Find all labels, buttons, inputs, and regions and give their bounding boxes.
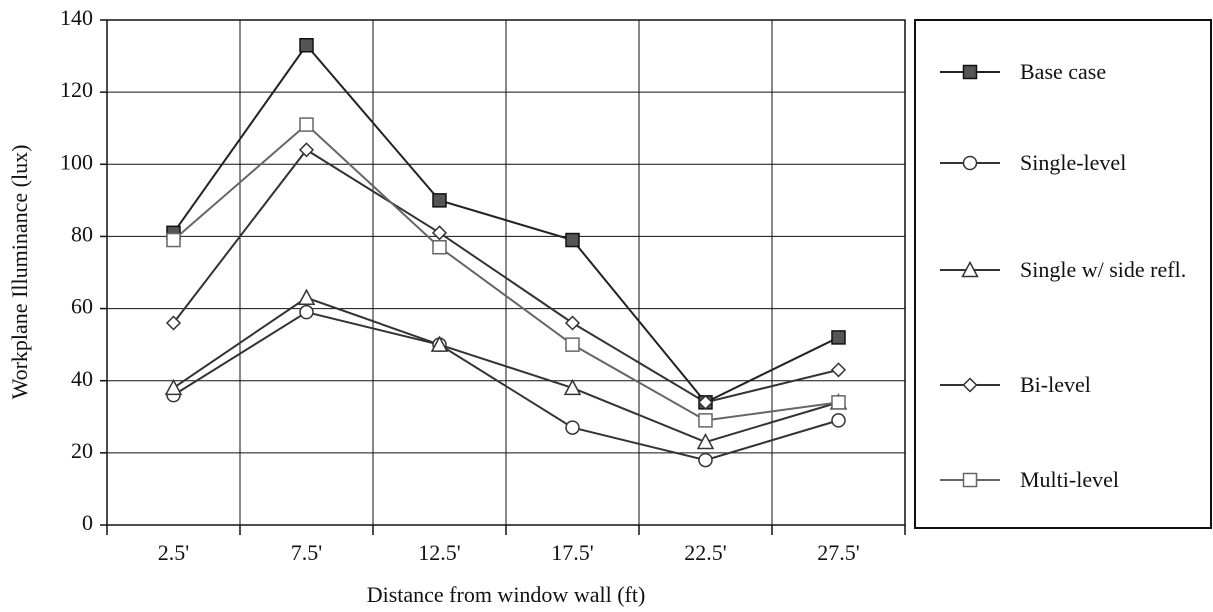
marker [432, 193, 447, 208]
x-tick-label: 12.5' [418, 540, 461, 565]
y-tick-label: 80 [71, 221, 93, 246]
marker [299, 304, 314, 320]
marker [165, 315, 182, 331]
series-line [172, 123, 839, 422]
marker [696, 432, 715, 450]
marker [166, 232, 181, 248]
legend-label: Bi-level [1020, 372, 1091, 397]
series-line [172, 148, 839, 404]
y-tick-label: 60 [71, 294, 93, 319]
y-tick-label: 140 [60, 5, 93, 30]
marker [431, 225, 448, 241]
marker [430, 335, 449, 352]
series-line [172, 296, 839, 444]
marker [831, 330, 846, 345]
marker [698, 413, 713, 428]
marker [564, 315, 581, 331]
marker [697, 394, 714, 410]
marker [563, 378, 582, 396]
marker [164, 378, 183, 396]
y-axis-label: Workplane Illuminance (lux) [7, 145, 32, 400]
marker [831, 413, 846, 428]
marker [698, 452, 713, 468]
marker [298, 142, 315, 158]
marker [962, 155, 978, 171]
legend-label: Single w/ side refl. [1020, 257, 1187, 282]
marker [830, 362, 847, 378]
x-tick-label: 22.5' [684, 540, 727, 565]
marker [565, 420, 580, 435]
y-tick-label: 120 [60, 77, 93, 102]
y-tick-label: 40 [71, 366, 93, 391]
marker [565, 232, 580, 248]
y-tick-label: 20 [71, 438, 93, 463]
legend-box [914, 19, 1212, 529]
legend-label: Base case [1020, 59, 1107, 84]
marker [831, 395, 846, 410]
marker [962, 64, 978, 80]
marker [565, 337, 580, 352]
marker [432, 240, 447, 255]
y-tick-label: 100 [60, 149, 93, 174]
marker [962, 472, 978, 488]
marker [962, 377, 978, 393]
marker [299, 117, 314, 132]
x-tick-label: 17.5' [551, 540, 594, 565]
x-tick-label: 27.5' [817, 540, 860, 565]
series-line [172, 43, 839, 404]
legend-label: Multi-level [1020, 467, 1119, 492]
plot-frame [106, 19, 906, 526]
x-tick-label: 2.5' [158, 540, 190, 565]
x-tick-label: 7.5' [291, 540, 323, 565]
marker [961, 260, 979, 278]
y-tick-label: 0 [82, 510, 93, 535]
marker [297, 288, 316, 305]
legend-label: Single-level [1020, 150, 1127, 175]
x-axis-label: Distance from window wall (ft) [367, 582, 646, 607]
marker [299, 38, 314, 53]
series-line [172, 311, 839, 462]
